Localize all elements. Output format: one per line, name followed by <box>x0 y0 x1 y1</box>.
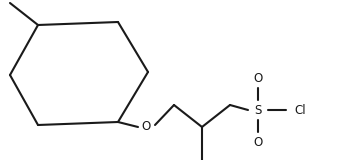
Text: O: O <box>253 136 263 148</box>
Text: S: S <box>254 104 262 116</box>
Text: O: O <box>141 120 151 133</box>
Text: Cl: Cl <box>294 104 306 116</box>
Text: O: O <box>253 72 263 84</box>
